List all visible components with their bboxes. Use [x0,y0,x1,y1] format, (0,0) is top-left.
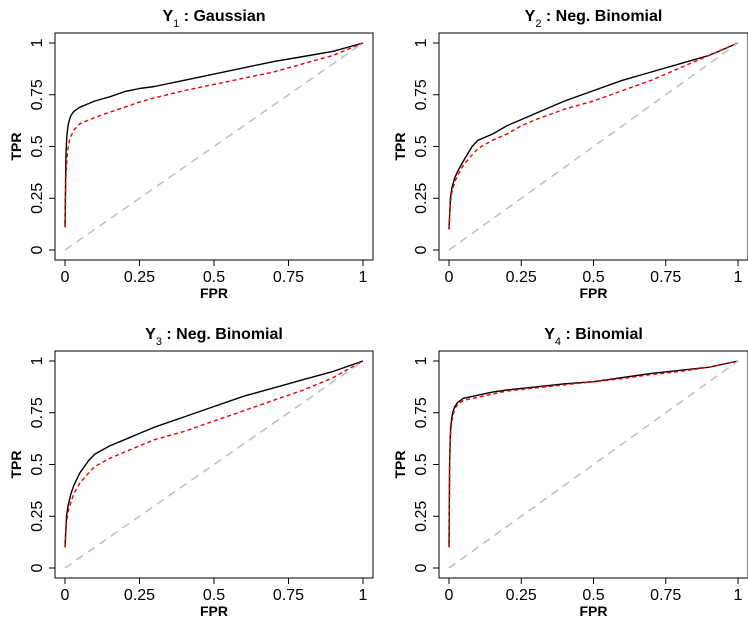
y-axis-label: TPR [392,451,408,479]
y-tick-label: 1 [29,356,46,365]
roc-curve-solid [448,42,739,230]
x-axis-label: FPR [200,285,228,301]
x-tick-label: 0 [61,269,70,286]
y-tick-label: 0.5 [413,135,430,157]
roc-curve-dashed [64,360,364,548]
panel-title: Y2 : Neg. Binomial [525,8,663,30]
x-tick-label: 0.5 [582,587,604,604]
y-tick-label: 0.25 [29,501,46,532]
roc-curve-dashed [64,42,364,228]
y-tick-label: 0.75 [29,397,46,428]
y-tick-label: 0.25 [413,183,430,214]
reference-diagonal-line [64,360,364,569]
reference-diagonal-line [64,42,364,251]
y-tick-label: 0.5 [413,453,430,475]
y-tick-label: 0.25 [29,183,46,214]
x-tick-label: 1 [734,269,743,286]
title-distribution: : Gaussian [179,8,265,25]
reference-diagonal-line [448,42,739,251]
panel-title: Y4 : Binomial [544,326,643,348]
x-tick-label: 0 [445,269,454,286]
x-tick-label: 0.25 [506,587,537,604]
x-tick-label: 0.75 [273,587,304,604]
y-axis-label: TPR [8,133,24,161]
y-axis-label: TPR [8,451,24,479]
x-tick-label: 0.25 [124,269,155,286]
y-tick-label: 0.25 [413,501,430,532]
y-tick-label: 1 [413,356,430,365]
roc-curve-solid [64,360,364,548]
y-tick-label: 0.75 [29,79,46,110]
x-tick-label: 1 [359,587,368,604]
x-tick-label: 0 [61,587,70,604]
y-tick-label: 0.75 [413,397,430,428]
y-tick-label: 0.5 [29,135,46,157]
title-variable: Y [162,8,173,25]
y-tick-label: 1 [29,38,46,47]
roc-panel-2: Y2 : Neg. Binomial 0 0.25 0.5 0.75 1 0 0.25 0.5 0… [392,8,748,301]
plot-frame [54,32,374,261]
x-tick-label: 0.25 [124,587,155,604]
roc-curve-solid [448,360,739,548]
x-tick-label: 0.5 [203,587,225,604]
title-distribution: : Binomial [561,326,643,343]
x-tick-label: 0.5 [582,269,604,286]
roc-panel-3: Y3 : Neg. Binomial 0 0.25 0.5 0.75 1 0 0.25 0.5 0… [8,326,374,619]
title-variable: Y [525,8,536,25]
y-tick-label: 0 [29,245,46,254]
roc-curve-dashed [448,360,739,548]
y-tick-label: 0 [413,563,430,572]
reference-diagonal-line [448,360,739,569]
x-tick-label: 0 [445,587,454,604]
y-tick-label: 1 [413,38,430,47]
y-axis-label: TPR [392,133,408,161]
x-tick-label: 0.75 [273,269,304,286]
plot-frame [438,32,748,261]
x-tick-label: 0.5 [203,269,225,286]
title-subscript: 1 [173,18,179,30]
x-tick-label: 0.75 [650,269,681,286]
x-tick-label: 0.25 [506,269,537,286]
x-tick-label: 1 [359,269,368,286]
title-distribution: : Neg. Binomial [541,8,662,25]
y-tick-label: 0 [413,245,430,254]
roc-curve-dashed [448,42,739,230]
title-subscript: 2 [535,18,541,30]
title-distribution: : Neg. Binomial [162,326,283,343]
x-axis-label: FPR [200,603,228,619]
x-tick-label: 0.75 [650,587,681,604]
y-tick-label: 0.75 [413,79,430,110]
y-tick-label: 0.5 [29,453,46,475]
y-tick-label: 0 [29,563,46,572]
x-tick-label: 1 [734,587,743,604]
plot-frame [438,350,748,579]
plot-frame [54,350,374,579]
x-axis-label: FPR [580,285,608,301]
title-subscript: 4 [555,336,561,348]
panel-title: Y3 : Neg. Binomial [145,326,283,348]
title-variable: Y [145,326,156,343]
title-subscript: 3 [156,336,162,348]
roc-curve-solid [64,42,364,228]
panel-title: Y1 : Gaussian [162,8,265,30]
roc-panel-4: Y4 : Binomial 0 0.25 0.5 0.75 1 0 0.25 0.5 0.75 1 F… [392,326,748,619]
title-variable: Y [544,326,555,343]
x-axis-label: FPR [580,603,608,619]
